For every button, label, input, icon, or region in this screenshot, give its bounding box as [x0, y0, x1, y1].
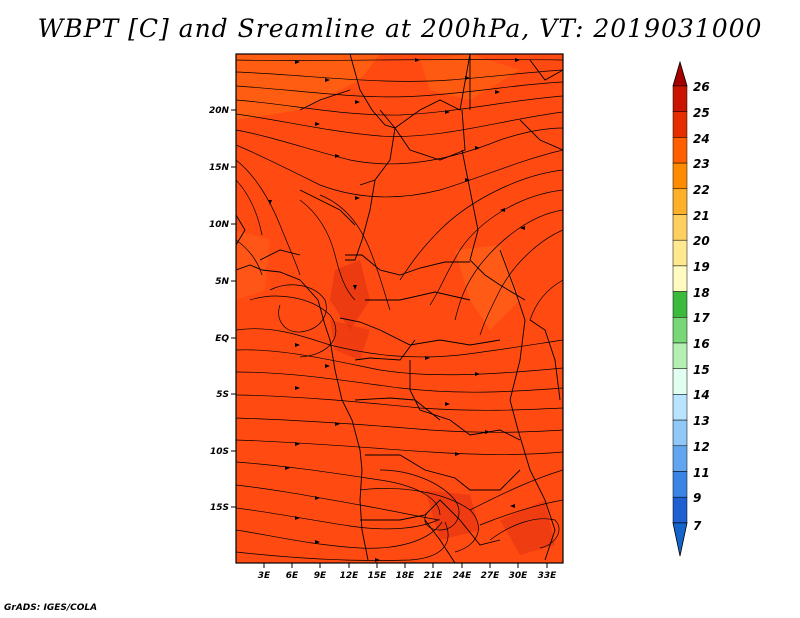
colorbar-swatch	[672, 419, 688, 447]
lon-label: 12E	[340, 571, 360, 581]
colorbar-swatch	[672, 291, 688, 318]
colorbar-label: 25	[693, 106, 710, 120]
colorbar-swatch	[672, 214, 688, 241]
colorbar-label: 17	[693, 311, 710, 325]
colorbar-swatch	[672, 317, 688, 344]
colorbar-label: 21	[693, 209, 710, 223]
colorbar-label: 23	[693, 157, 710, 171]
colorbar-top-triangle	[672, 60, 688, 87]
lon-label: 9E	[314, 571, 327, 581]
colorbar-swatch	[672, 342, 688, 369]
colorbar-label: 22	[693, 183, 710, 197]
colorbar-swatch	[672, 85, 688, 112]
colorbar-label: 9	[693, 491, 701, 505]
colorbar-label: 15	[693, 363, 710, 377]
colorbar-label: 14	[693, 388, 710, 402]
chart-title: WBPT [C] and Sreamline at 200hPa, VT: 20…	[37, 14, 763, 43]
lon-label: 33E	[538, 571, 558, 581]
colorbar-swatch	[672, 394, 688, 421]
colorbar-label: 12	[693, 440, 710, 454]
lat-label: 15S	[210, 503, 229, 513]
grads-credit: GrADS: IGES/COLA	[4, 603, 98, 613]
streamlines	[236, 59, 563, 561]
lon-label: 30E	[509, 571, 529, 581]
colorbar-swatch	[672, 368, 688, 395]
lon-axis: 3E 6E 9E 12E 15E 18E 21E 24E 27E 30E 33E	[258, 563, 557, 581]
wbpt-field	[236, 54, 563, 563]
colorbar-swatch	[672, 239, 688, 267]
lat-label: 10N	[209, 220, 230, 230]
colorbar-swatch	[672, 188, 688, 215]
colorbar: 26 25 24 23 22 21 20 19 18 17 16 15 14 1…	[672, 60, 710, 557]
lat-label: 20N	[209, 106, 230, 116]
colorbar-label: 11	[693, 466, 710, 480]
colorbar-label: 26	[693, 80, 710, 94]
lat-axis: 20N 15N 10N 5N EQ 5S 10S 15S	[209, 106, 236, 513]
lon-label: 18E	[396, 571, 416, 581]
lon-label: 27E	[481, 571, 501, 581]
colorbar-swatch	[672, 496, 688, 524]
lon-label: 24E	[453, 571, 473, 581]
lon-label: 6E	[286, 571, 299, 581]
colorbar-swatch	[672, 111, 688, 138]
colorbar-bottom-triangle	[672, 522, 688, 557]
map-frame	[235, 53, 564, 564]
lon-label: 15E	[368, 571, 388, 581]
lon-label: 3E	[258, 571, 271, 581]
lon-label: 21E	[424, 571, 444, 581]
lat-label: 5N	[215, 277, 229, 287]
colorbar-swatch	[672, 445, 688, 472]
colorbar-swatch	[672, 137, 688, 164]
lat-label: 15N	[209, 163, 230, 173]
lat-label: 10S	[210, 447, 229, 457]
colorbar-label: 7	[693, 519, 702, 533]
colorbar-label: 16	[693, 337, 710, 351]
country-borders	[236, 54, 563, 563]
colorbar-label: 24	[693, 132, 710, 146]
lat-label: EQ	[215, 334, 229, 344]
colorbar-swatch	[672, 471, 688, 498]
colorbar-label: 20	[693, 234, 710, 248]
colorbar-swatch	[672, 162, 688, 190]
colorbar-swatch	[672, 265, 688, 292]
colorbar-label: 13	[693, 414, 710, 428]
lat-label: 5S	[216, 390, 229, 400]
colorbar-label: 18	[693, 286, 710, 300]
colorbar-label: 19	[693, 260, 710, 274]
streamline-arrows	[268, 58, 525, 562]
